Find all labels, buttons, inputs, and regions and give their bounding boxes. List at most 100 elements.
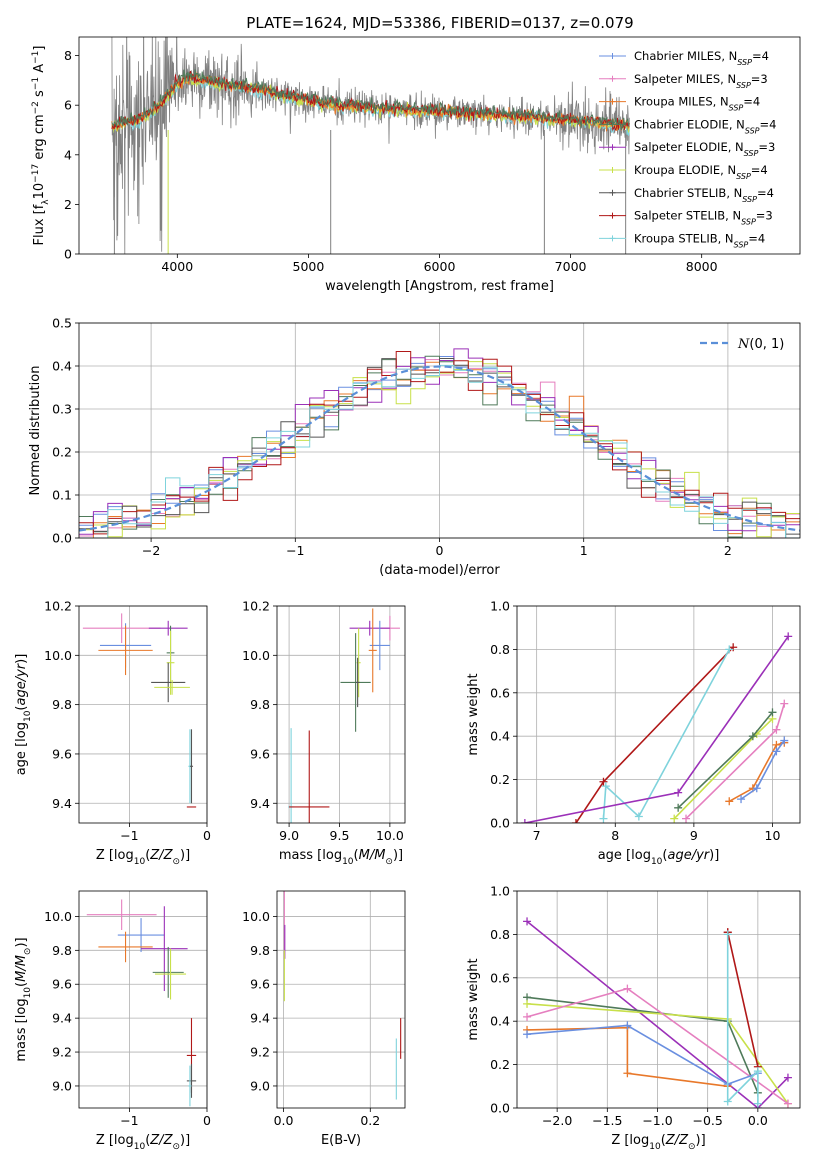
error-bar-chabrier_elodie xyxy=(152,946,184,998)
label-part: 10 xyxy=(134,1142,146,1152)
legend-suffix: =4 xyxy=(743,95,760,109)
weight-marker-salpeter_elodie xyxy=(520,819,529,823)
y-tick-label: 1.0 xyxy=(490,599,510,614)
panel-age_vs_Z: −1 09.49.69.810.010.2Z [log10(Z/Z⊙)]age [… xyxy=(14,599,211,868)
y-tick-label: 0.2 xyxy=(52,445,72,460)
label-part: )] xyxy=(393,848,403,863)
label-part: age [log xyxy=(14,722,29,775)
label-part: 10 xyxy=(23,710,33,722)
weight-marker-salpeter_miles xyxy=(682,814,691,823)
y-tick-label: 9.2 xyxy=(52,1045,72,1060)
x-tick-label: −2 xyxy=(142,543,160,558)
label-part: −1 xyxy=(31,51,41,64)
x-tick-label: 9 xyxy=(690,828,698,843)
plot-area xyxy=(520,632,793,823)
x-tick-label: 10.0 xyxy=(376,828,404,843)
label-part: s xyxy=(32,90,47,101)
x-tick-label: 9.5 xyxy=(330,828,350,843)
weight-marker-kroupa_miles xyxy=(725,797,734,806)
y-tick-label: 10.0 xyxy=(44,909,72,924)
label-part: mass weight xyxy=(466,673,481,755)
x-tick-label: 0.2 xyxy=(360,1113,380,1128)
label-part: age/yr xyxy=(667,848,710,863)
label-part: M/M xyxy=(14,955,29,982)
x-tick-label: 4000 xyxy=(161,259,193,274)
figure-title: PLATE=1624, MJD=53386, FIBERID=0137, z=0… xyxy=(246,14,633,32)
label-part: Normed distribution xyxy=(28,366,43,496)
error-bar-salpeter_elodie xyxy=(148,620,188,636)
weight-marker-kroupa_stelib xyxy=(723,930,732,939)
legend-text: Chabrier ELODIE, N xyxy=(634,117,745,131)
axes-frame xyxy=(78,36,801,255)
label-part: ⊙ xyxy=(385,857,393,867)
model-spectrum-kroupa_miles xyxy=(111,71,630,132)
x-tick-label: 10 xyxy=(765,828,781,843)
x-tick-label: 7000 xyxy=(555,259,587,274)
weight-line-chabrier_miles xyxy=(740,740,785,800)
plot-area xyxy=(82,613,197,808)
label-part: −2 xyxy=(31,101,41,114)
weight_vs_Z-y-label: mass weight xyxy=(466,958,481,1040)
legend-marker xyxy=(609,189,616,196)
legend-text: Chabrier MILES, N xyxy=(634,49,737,63)
weight-marker-chabrier_miles xyxy=(752,784,761,793)
label-part: 10 xyxy=(342,857,354,867)
plot-area xyxy=(86,899,197,1107)
weight-marker-kroupa_miles xyxy=(623,1069,632,1078)
weight-marker-chabrier_miles xyxy=(772,747,781,756)
mass_vs_Z-x-label: Z [log10(Z/Z⊙)] xyxy=(96,1133,190,1152)
label-part: Z/Z xyxy=(149,848,173,863)
panel-mass_vs_ebv: 0.0 0.2 9.0 9.2 9.4 9.6 9.8 10.0 E(B-V) xyxy=(242,890,406,1148)
plot-area xyxy=(79,348,800,538)
y-tick-label: 10.0 xyxy=(44,648,72,663)
legend-label-salpeter_stelib: Salpeter STELIB, NSSP=3 xyxy=(634,209,773,227)
error-bar-salpeter_stelib xyxy=(289,730,330,823)
label-part: Z [log xyxy=(96,848,134,863)
legend-text: N xyxy=(737,337,750,352)
axes-frame xyxy=(276,605,406,824)
y-tick-label: 0.4 xyxy=(52,359,72,374)
error-bar-kroupa_elodie xyxy=(155,948,187,1000)
y-tick-label: 0.6 xyxy=(490,970,510,985)
legend-marker xyxy=(609,212,616,219)
label-part: ⊙ xyxy=(688,1142,696,1152)
label-part: 10 xyxy=(32,183,47,200)
weight-marker-salpeter_elodie xyxy=(784,632,793,641)
y-tick-label: 9.6 xyxy=(250,746,270,761)
x-tick-label: −1 xyxy=(120,1113,138,1128)
y-tick-label: 0.4 xyxy=(490,1014,510,1029)
y-tick-label: 8 xyxy=(64,48,72,63)
y-tick-label: 0.0 xyxy=(490,1101,510,1116)
label-part: erg cm xyxy=(32,114,47,163)
weight-marker-salpeter_stelib xyxy=(599,777,608,786)
axes-frame xyxy=(276,890,406,1109)
weight-marker-chabrier_miles xyxy=(523,1030,532,1039)
weight-marker-salpeter_miles xyxy=(783,1099,792,1108)
label-part: ( xyxy=(14,982,29,987)
y-tick-label: 9.6 xyxy=(52,977,72,992)
x-tick-label: 8000 xyxy=(686,259,718,274)
label-part: )] xyxy=(709,848,719,863)
legend-label-salpeter_miles: Salpeter MILES, NSSP=3 xyxy=(634,72,768,90)
weight-marker-kroupa_stelib xyxy=(634,812,643,821)
error-bar-kroupa_elodie xyxy=(154,679,190,695)
y-tick-label: 0.1 xyxy=(52,488,72,503)
label-part: 10 xyxy=(649,1142,661,1152)
label-part: Flux [f xyxy=(32,204,47,245)
spectrum-x-label: wavelength [Angstrom, rest frame] xyxy=(325,279,554,294)
y-tick-label: 9.6 xyxy=(250,977,270,992)
legend-text: Kroupa MILES, N xyxy=(634,95,729,109)
weight-marker-salpeter_elodie xyxy=(783,1073,792,1082)
legend-label-salpeter_elodie: Salpeter ELODIE, NSSP=3 xyxy=(634,140,775,158)
label-part: )] xyxy=(14,654,29,664)
weight-line-salpeter_stelib xyxy=(726,932,759,1067)
x-tick-label: 1 xyxy=(580,543,588,558)
panel-mass_vs_Z: −1 09.09.29.49.69.810.0Z [log10(Z/Z⊙)]mas… xyxy=(14,890,211,1152)
error-bar-salpeter_miles xyxy=(82,613,161,643)
x-tick-label: 5000 xyxy=(293,259,325,274)
y-tick-label: 0.8 xyxy=(490,927,510,942)
y-tick-label: 10.2 xyxy=(242,599,270,614)
legend-suffix: =3 xyxy=(758,140,775,154)
legend-subscript: SSP xyxy=(737,58,752,67)
